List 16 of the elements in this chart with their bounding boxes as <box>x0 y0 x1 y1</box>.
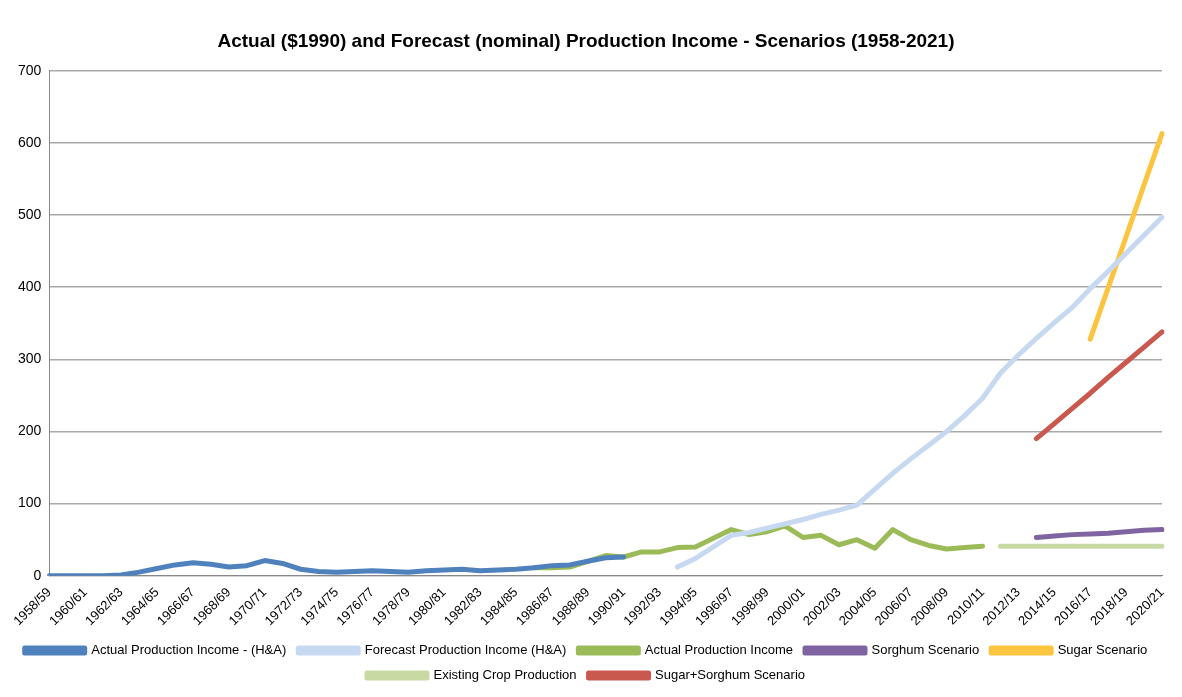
y-tick-label: 600 <box>18 133 42 150</box>
y-tick-label: 0 <box>33 566 42 583</box>
y-tick-label: 100 <box>18 494 42 511</box>
legend-label: Sugar+Sorghum Scenario <box>655 667 806 683</box>
y-tick-label: 500 <box>18 205 42 222</box>
y-tick-label: 400 <box>18 278 42 295</box>
y-tick-label: 200 <box>18 422 42 439</box>
legend-label: Sorghum Scenario <box>871 642 980 658</box>
legend-label: Existing Crop Production <box>433 667 577 683</box>
legend-label: Actual Production Income <box>644 642 794 658</box>
legend-label: Actual Production Income - (H&A) <box>91 642 287 658</box>
y-tick-label: 700 <box>18 61 42 78</box>
legend-label: Sugar Scenario <box>1057 642 1148 658</box>
y-tick-label: 300 <box>18 350 42 367</box>
legend-label: Forecast Production Income (H&A) <box>364 642 567 658</box>
chart-title: Actual ($1990) and Forecast (nominal) Production Income - Scenarios (1958-2021) <box>217 29 955 51</box>
